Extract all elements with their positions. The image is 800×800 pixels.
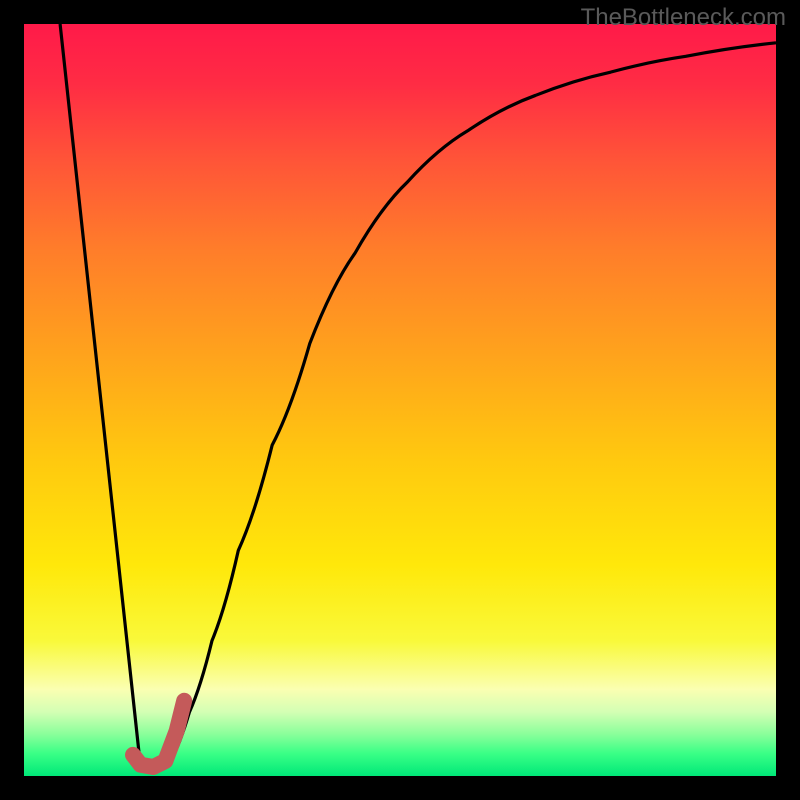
watermark-text: TheBottleneck.com bbox=[581, 4, 786, 32]
chart-background bbox=[24, 24, 776, 776]
chart-frame: TheBottleneck.com bbox=[0, 0, 800, 800]
bottleneck-chart bbox=[0, 0, 800, 800]
